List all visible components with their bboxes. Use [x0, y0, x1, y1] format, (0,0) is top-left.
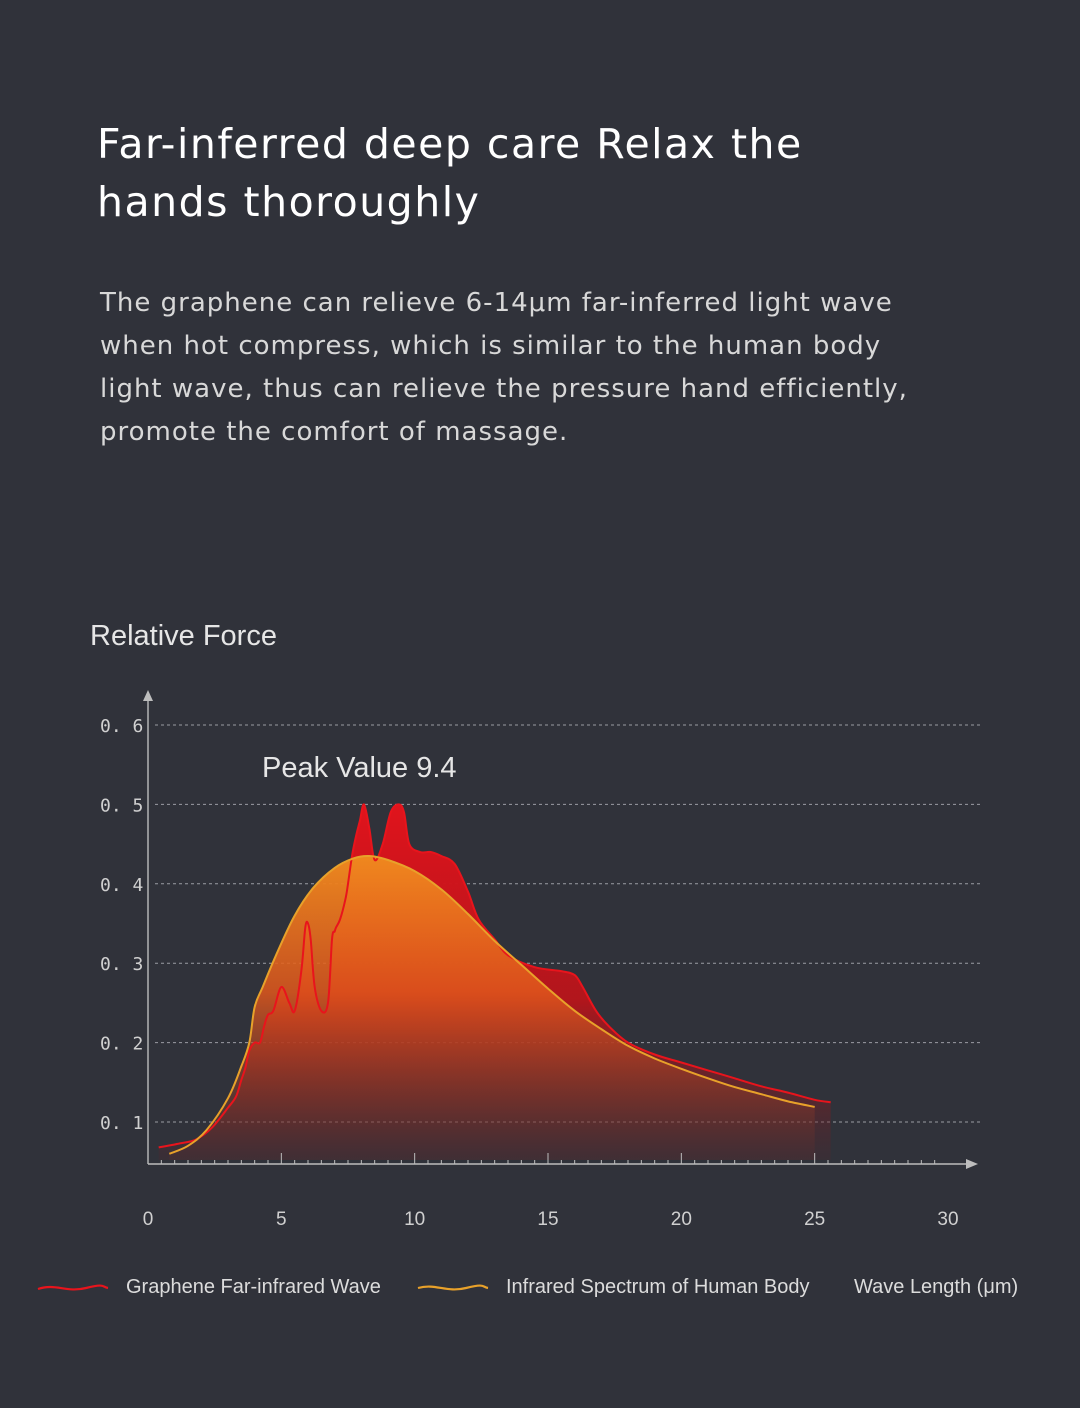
- x-tick-label-1: 5: [276, 1209, 287, 1230]
- description-text: The graphene can relieve 6-14μm far-infe…: [100, 288, 908, 447]
- legend-item-graphene: Graphene Far-infrared Wave: [36, 1276, 381, 1299]
- x-tick-label-6: 30: [937, 1209, 958, 1230]
- legend-swatch-graphene: [36, 1281, 110, 1295]
- peak-value-annotation: Peak Value 9.4: [262, 752, 457, 784]
- y-axis-label: Relative Force: [90, 620, 277, 652]
- x-axis-arrow: [966, 1159, 978, 1169]
- graphene-line: [158, 803, 831, 1149]
- y-tick-label-0: 0. 1: [100, 1113, 143, 1134]
- y-tick-label-4: 0. 5: [100, 795, 143, 816]
- x-tick-label-0: 0: [143, 1209, 154, 1230]
- y-tick-label-3: 0. 4: [100, 875, 143, 896]
- page-title: Far-inferred deep care Relax the hands t…: [97, 120, 803, 226]
- legend-label-graphene: Graphene Far-infrared Wave: [126, 1276, 381, 1298]
- y-tick-label-2: 0. 3: [100, 954, 143, 975]
- spectrum-chart: 0. 1 0. 2 0. 3 0. 4 0. 5 0. 6 0 5 10 15 20 25 30 Pea…: [100, 690, 980, 1230]
- x-axis-label: Wave Length (μm): [854, 1276, 1018, 1299]
- y-tick-label-1: 0. 2: [100, 1034, 143, 1055]
- x-axis-label-text: Wave Length (μm): [854, 1276, 1019, 1298]
- x-tick-label-5: 25: [804, 1209, 825, 1230]
- x-tick-label-3: 15: [537, 1209, 558, 1230]
- x-tick-label-4: 20: [671, 1209, 692, 1230]
- x-tick-label-2: 10: [404, 1209, 425, 1230]
- legend-item-human-body: Infrared Spectrum of Human Body: [416, 1276, 809, 1299]
- y-axis-arrow: [143, 690, 153, 701]
- human-body-line: [168, 854, 815, 1155]
- legend-swatch-human-body: [416, 1281, 490, 1295]
- human-body-area: [169, 855, 815, 1160]
- chart-legend: Graphene Far-infrared Wave Infrared Spec…: [0, 1276, 1080, 1306]
- y-tick-label-5: 0. 6: [100, 716, 143, 737]
- legend-label-human-body: Infrared Spectrum of Human Body: [506, 1276, 810, 1298]
